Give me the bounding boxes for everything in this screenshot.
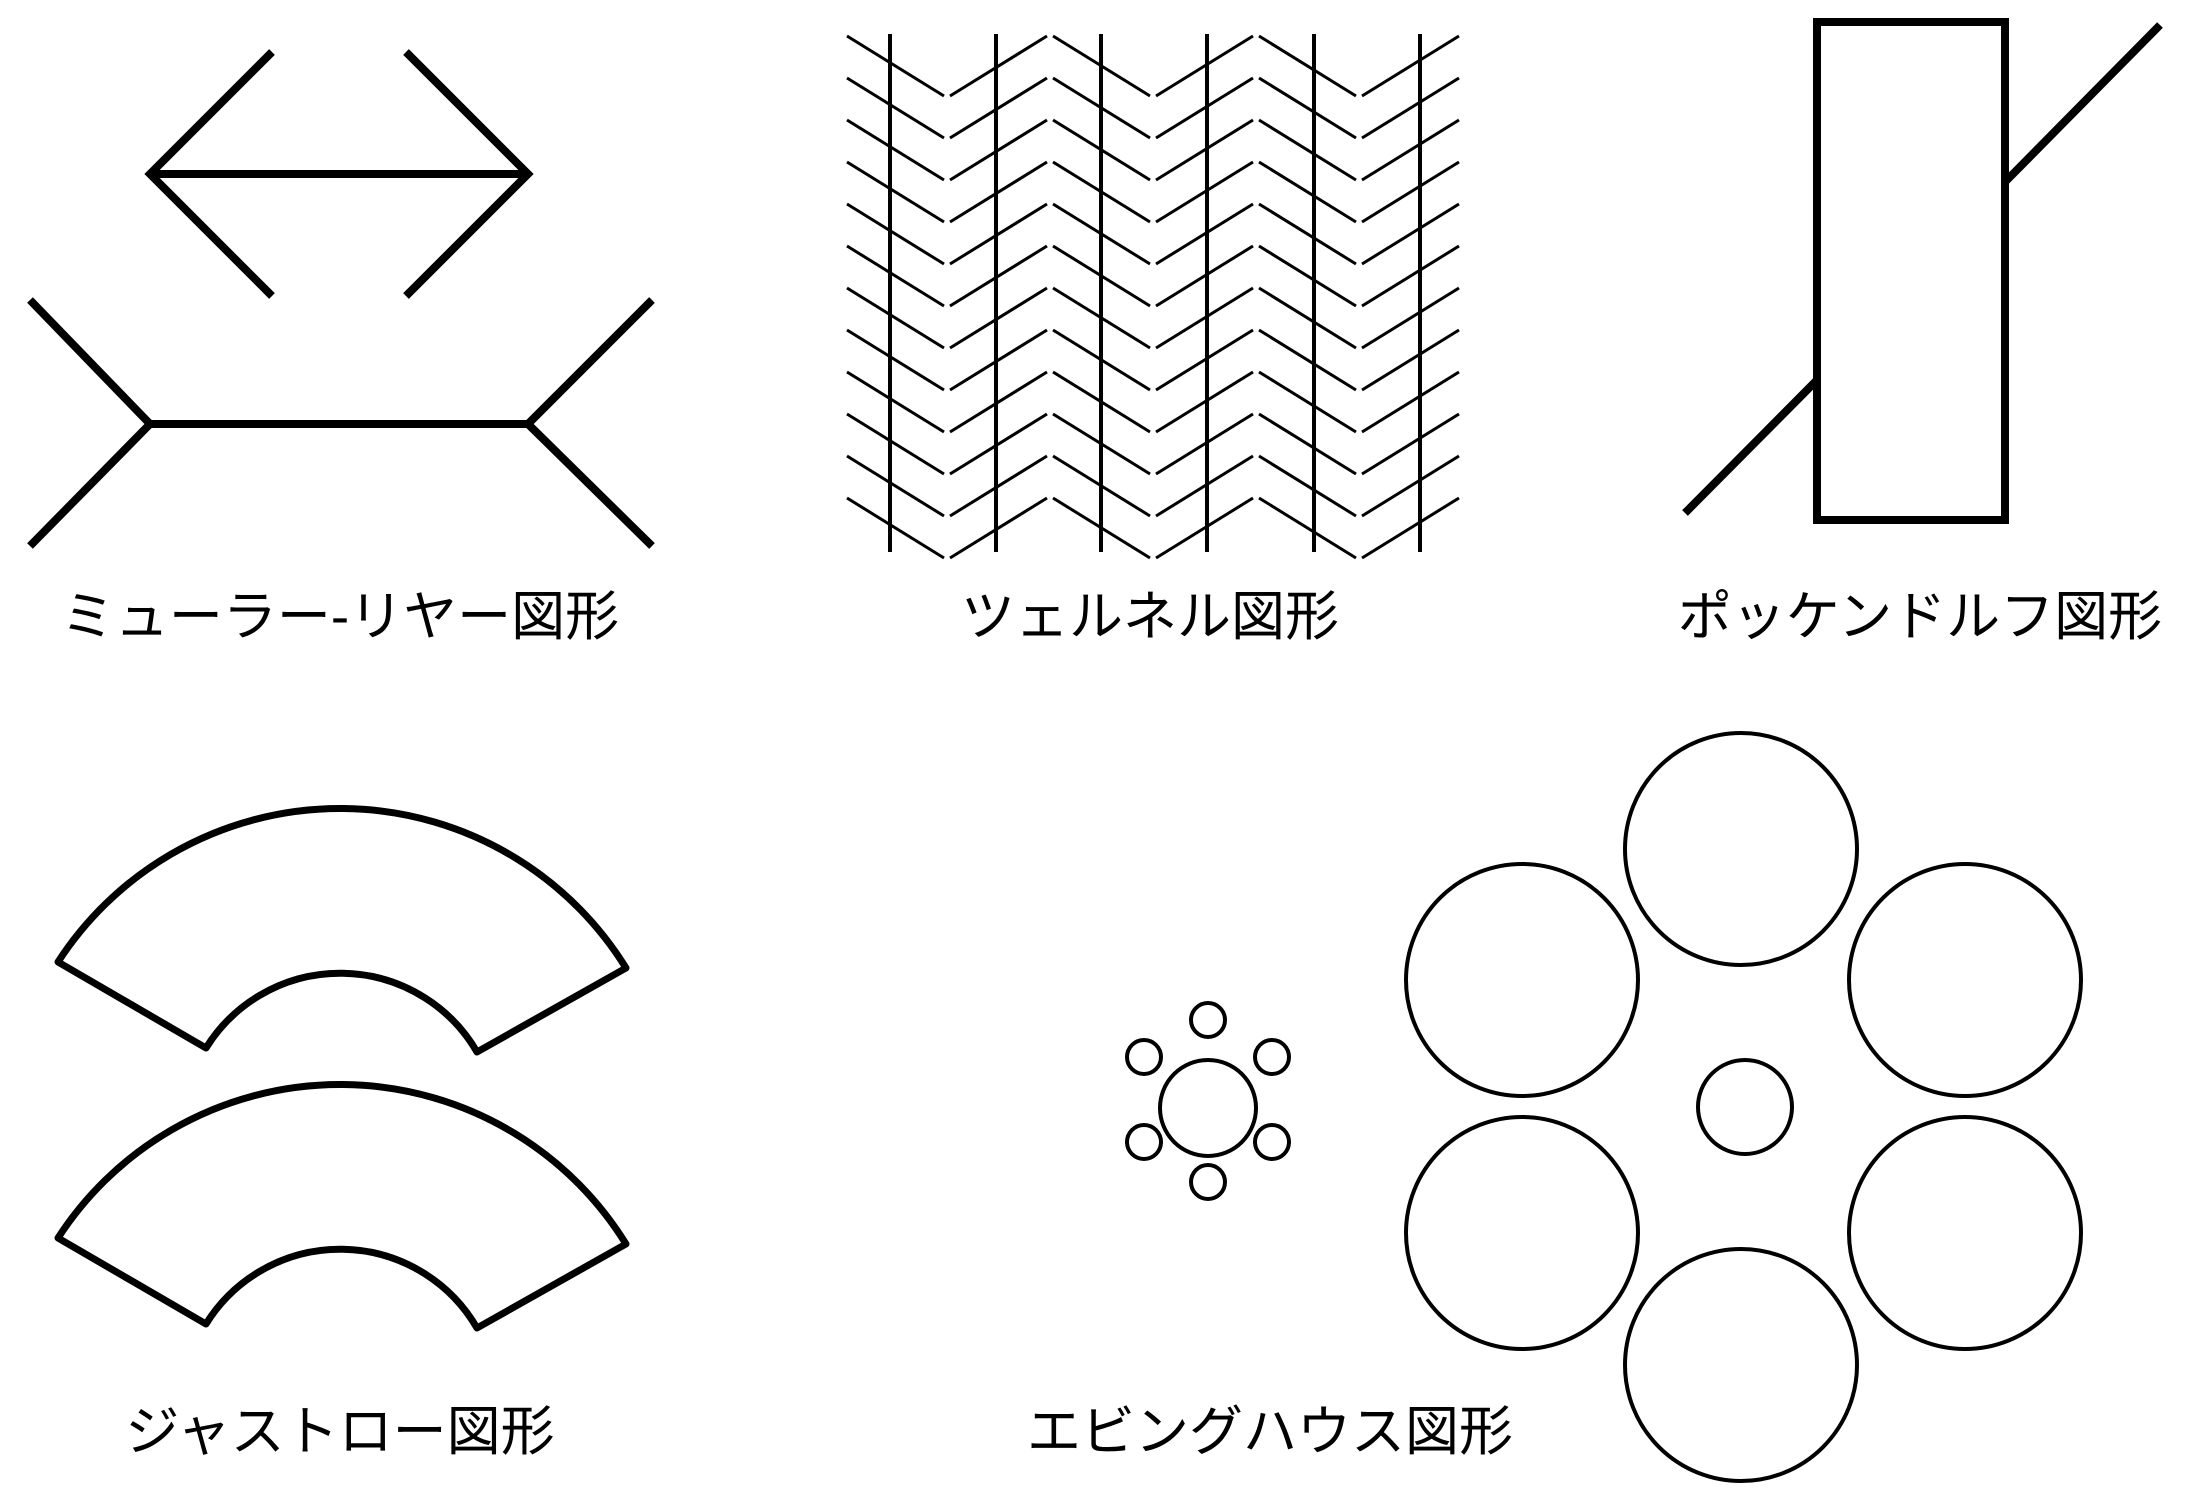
zollner-hatch-line [949, 328, 1048, 392]
caption-ebbinghaus: エビングハウス図形 [1027, 1400, 1513, 1463]
zollner-hatch-line [846, 412, 945, 476]
zollner-hatch-line [1155, 496, 1254, 560]
zollner-hatch-line [1361, 118, 1460, 182]
zollner-hatch-line [1258, 412, 1357, 476]
zollner-hatch-line [1361, 76, 1460, 140]
ebbinghaus-small-surround [1125, 1001, 1291, 1201]
zollner-hatch-line [846, 34, 945, 98]
poggendorff-lower-segment [1682, 377, 1820, 516]
zollner-hatch-line [846, 244, 945, 308]
zollner-hatch-line [846, 160, 945, 224]
zollner-hatch-line [949, 454, 1048, 518]
zollner-hatch-line [1155, 454, 1254, 518]
zollner-hatch-line [1155, 118, 1254, 182]
muller-lyer-figure [27, 49, 655, 549]
zollner-hatch-line [1258, 202, 1357, 266]
zollner-hatch-line [1155, 412, 1254, 476]
zollner-hatch-line [949, 496, 1048, 560]
jastrow-lower-shape [54, 1081, 630, 1332]
muller-lyer-inward-arrows [144, 49, 534, 299]
zollner-hatch-line [949, 202, 1048, 266]
zollner-hatch-line [1155, 160, 1254, 224]
poggendorff-figure [1682, 18, 2163, 524]
zollner-hatch-line [1361, 412, 1460, 476]
caption-zollner: ツェルネル図形 [961, 585, 1339, 648]
zollner-hatch-line [1361, 202, 1460, 266]
zollner-hatch-line [846, 370, 945, 434]
zollner-hatch-line [846, 76, 945, 140]
zollner-figure [846, 34, 1460, 560]
zollner-hatch-line [1361, 496, 1460, 560]
zollner-hatch-line [1361, 454, 1460, 518]
zollner-hatch-line [1155, 244, 1254, 308]
zollner-hatch-line [1258, 76, 1357, 140]
zollner-hatch-line [1361, 328, 1460, 392]
zollner-hatch-line [1258, 370, 1357, 434]
zollner-hatch-line [1155, 286, 1254, 350]
poggendorff-rectangle [1813, 18, 2009, 524]
caption-muller-lyer: ミューラー-リヤー図形 [60, 585, 620, 648]
zollner-hatch-line [949, 76, 1048, 140]
zollner-hatch-line [846, 454, 945, 518]
zollner-hatch-line [949, 286, 1048, 350]
zollner-hatch-line [1155, 202, 1254, 266]
zollner-hatch-line [949, 370, 1048, 434]
zollner-hatch-line [1258, 496, 1357, 560]
zollner-hatch-line [949, 118, 1048, 182]
ebbinghaus-center-circle-left [1158, 1058, 1258, 1158]
zollner-hatch-line [1361, 370, 1460, 434]
zollner-hatch-line [949, 160, 1048, 224]
zollner-hatch-line [846, 496, 945, 560]
zollner-hatch-line [1258, 286, 1357, 350]
muller-lyer-outward-fins [27, 297, 655, 549]
zollner-hatch-line [1155, 76, 1254, 140]
zollner-hatch-line [846, 202, 945, 266]
zollner-hatch-line [846, 118, 945, 182]
caption-jastrow: ジャストロー図形 [125, 1400, 555, 1463]
zollner-hatch-line [1258, 244, 1357, 308]
zollner-hatch-line [949, 34, 1048, 98]
zollner-hatch-line [1155, 328, 1254, 392]
zollner-hatch-line [1361, 34, 1460, 98]
zollner-hatch-line [949, 412, 1048, 476]
zollner-hatch-line [846, 286, 945, 350]
zollner-hatch-line [1258, 34, 1357, 98]
zollner-hatch-line [1361, 286, 1460, 350]
jastrow-figure [54, 805, 630, 1332]
zollner-hatch-line [1155, 370, 1254, 434]
zollner-hatch-line [846, 328, 945, 392]
ebbinghaus-center-circle-right [1696, 1058, 1794, 1156]
zollner-hatch-line [1258, 454, 1357, 518]
jastrow-upper-shape [54, 805, 630, 1056]
zollner-hatch-line [1155, 34, 1254, 98]
zollner-hatch-line [1258, 118, 1357, 182]
poggendorff-upper-segment [2002, 22, 2163, 185]
zollner-hatch-line [1361, 244, 1460, 308]
ebbinghaus-large-surround [1404, 731, 2083, 1483]
zollner-hatch-line [1258, 160, 1357, 224]
zollner-hatch-line [1361, 160, 1460, 224]
caption-poggendorff: ポッケンドルフ図形 [1677, 585, 2163, 648]
zollner-hatch-line [949, 244, 1048, 308]
zollner-hatch-line [1258, 328, 1357, 392]
